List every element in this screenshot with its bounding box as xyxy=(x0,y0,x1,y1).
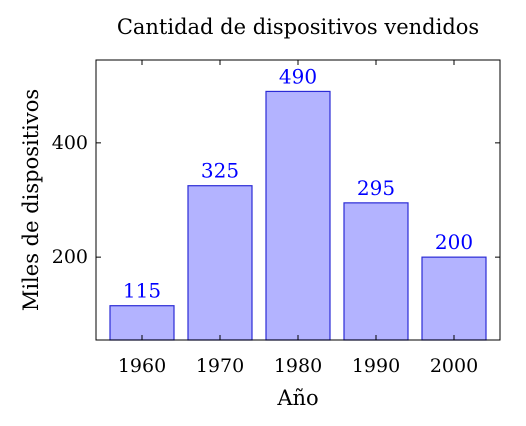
data-label-1990: 295 xyxy=(357,176,395,200)
y-tick-label-400: 400 xyxy=(52,132,88,154)
bar-2000 xyxy=(421,256,487,341)
x-axis-label: Año xyxy=(276,386,318,410)
bar-1980 xyxy=(265,90,331,341)
chart-title: Cantidad de dispositivos vendidos xyxy=(117,15,479,39)
bar-1970 xyxy=(187,185,253,341)
x-ticks-group: 1960 1970 1980 1990 2000 xyxy=(118,60,478,377)
y-tick-label-200: 200 xyxy=(52,246,88,268)
data-label-1970: 325 xyxy=(201,159,239,183)
bar-1990 xyxy=(343,202,409,341)
data-labels-group: 115 325 490 295 200 xyxy=(123,64,473,302)
x-tick-label-1990: 1990 xyxy=(352,355,400,377)
x-tick-label-1960: 1960 xyxy=(118,355,166,377)
bar-1960 xyxy=(109,305,175,341)
x-tick-label-1980: 1980 xyxy=(274,355,322,377)
y-axis-label: Miles de dispositivos xyxy=(19,89,43,311)
data-label-2000: 200 xyxy=(435,230,473,254)
x-tick-label-2000: 2000 xyxy=(430,355,478,377)
data-label-1980: 490 xyxy=(279,64,317,88)
data-label-1960: 115 xyxy=(123,279,161,303)
y-ticks-group: 200 400 xyxy=(52,132,500,268)
bars-group xyxy=(109,90,487,341)
x-tick-label-1970: 1970 xyxy=(196,355,244,377)
